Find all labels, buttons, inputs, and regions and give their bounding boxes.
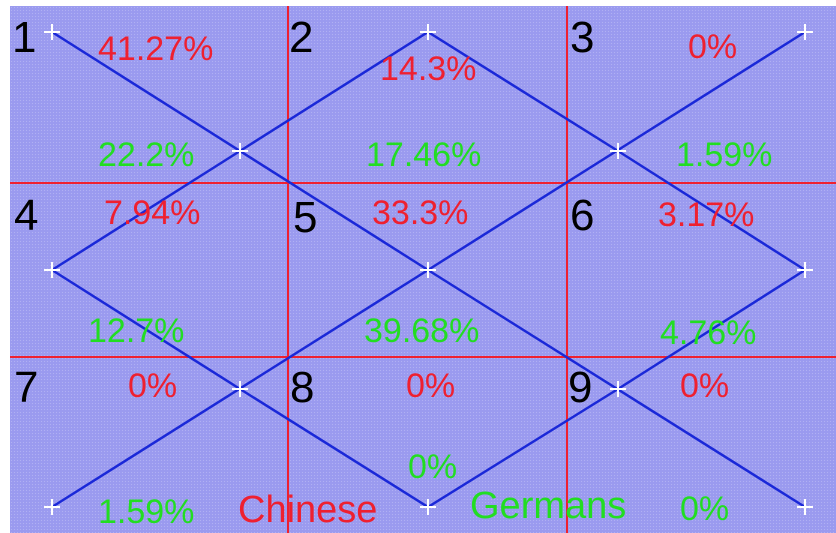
germans-values: 22.2% 17.46% 1.59% 12.7% 39.68% 4.76% 1.…	[88, 136, 772, 531]
plus-marker-icon	[232, 381, 248, 397]
cell-8-germans-value: 0%	[408, 448, 457, 486]
cell-number-7: 7	[14, 363, 38, 412]
plus-marker-icon	[420, 24, 436, 40]
cell-3-germans-value: 1.59%	[676, 136, 772, 174]
plus-marker-icon	[797, 262, 813, 278]
cell-1-germans-value: 22.2%	[98, 136, 194, 174]
cell-number-4: 4	[14, 191, 38, 240]
plus-marker-icon	[610, 143, 626, 159]
legend-germans: Germans	[470, 485, 626, 527]
cell-7-germans-value: 1.59%	[98, 493, 194, 531]
plus-marker-icon	[232, 143, 248, 159]
cell-number-3: 3	[570, 13, 594, 62]
plus-marker-icon	[797, 24, 813, 40]
cell-7-chinese-value: 0%	[128, 367, 177, 405]
cell-9-chinese-value: 0%	[680, 367, 729, 405]
plus-marker-icon	[44, 262, 60, 278]
cell-number-6: 6	[570, 191, 594, 240]
cell-9-germans-value: 0%	[680, 490, 729, 528]
cell-1-chinese-value: 41.27%	[98, 30, 213, 68]
plus-marker-icon	[44, 24, 60, 40]
cell-8-chinese-value: 0%	[406, 367, 455, 405]
cell-5-chinese-value: 33.3%	[372, 194, 468, 232]
cell-2-chinese-value: 14.3%	[380, 50, 476, 88]
cell-number-1: 1	[12, 13, 36, 62]
plus-marker-icon	[420, 499, 436, 515]
legend-chinese: Chinese	[238, 489, 377, 531]
cell-number-9: 9	[568, 363, 592, 412]
plus-marker-icon	[420, 262, 436, 278]
plus-marker-icon	[797, 499, 813, 515]
chinese-values: 41.27% 14.3% 0% 7.94% 33.3% 3.17% 0% 0% …	[98, 28, 754, 405]
cell-6-germans-value: 4.76%	[660, 314, 756, 352]
cell-number-5: 5	[293, 193, 317, 242]
cell-2-germans-value: 17.46%	[366, 136, 481, 174]
cell-numbers: 1 2 3 4 5 6 7 8 9	[12, 13, 594, 412]
cell-6-chinese-value: 3.17%	[658, 196, 754, 234]
cell-4-germans-value: 12.7%	[88, 312, 184, 350]
cell-5-germans-value: 39.68%	[364, 312, 479, 350]
grid-lines	[10, 6, 836, 533]
markers	[44, 24, 813, 515]
cell-3-chinese-value: 0%	[688, 28, 737, 66]
cell-number-2: 2	[289, 13, 313, 62]
cell-4-chinese-value: 7.94%	[104, 194, 200, 232]
plus-marker-icon	[44, 499, 60, 515]
cell-number-8: 8	[290, 363, 314, 412]
plus-marker-icon	[610, 381, 626, 397]
